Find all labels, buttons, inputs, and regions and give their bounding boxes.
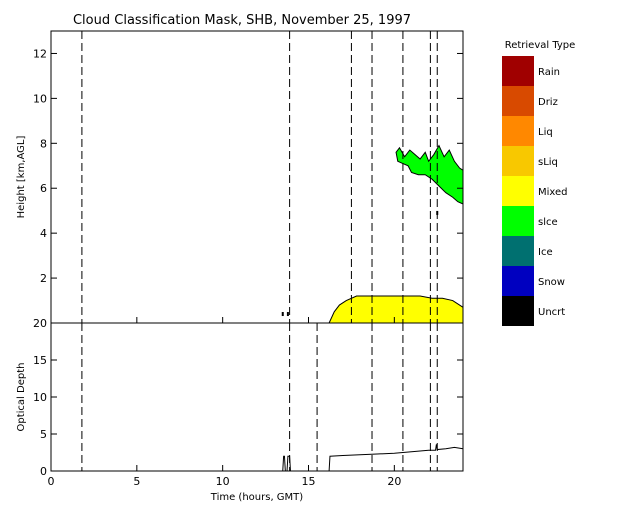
y-tick-label: 10 [33, 92, 47, 105]
y-tick-label: 2 [40, 272, 47, 285]
legend-label: Mixed [538, 187, 568, 198]
mixed-region [328, 295, 464, 324]
x-axis-label: Time (hours, GMT) [210, 492, 304, 503]
legend-swatch [502, 116, 534, 146]
y-tick-label: 8 [40, 137, 47, 150]
optical-depth-panel: 0 5 10 15 20 0 5 10 15 20 Optical Depth Time (hou… [16, 317, 464, 503]
y-tick-label: 20 [33, 317, 47, 330]
legend-label: sLiq [538, 157, 558, 168]
legend: Retrieval Type Rain Driz Liq sLiq Mixed slce I… [502, 40, 575, 326]
x-tick-label: 0 [48, 475, 55, 488]
y-tick-label: 12 [33, 47, 47, 60]
legend-swatch [502, 146, 534, 176]
legend-label: Liq [538, 127, 553, 138]
legend-label: Rain [538, 67, 560, 78]
uncertain-patch [286, 312, 289, 317]
legend-swatch [502, 296, 534, 326]
uncertain-patch [281, 312, 284, 317]
legend-label: Snow [538, 277, 565, 288]
legend-swatch [502, 236, 534, 266]
classification-panel: 2 4 6 8 10 12 Height [km,AGL] [16, 30, 464, 324]
legend-swatch [502, 266, 534, 296]
legend-swatch [502, 86, 534, 116]
x-tick-label: 5 [133, 475, 140, 488]
y-tick-label: 4 [40, 227, 47, 240]
bottom-y-axis-label: Optical Depth [16, 363, 27, 432]
classification-frame [50, 30, 464, 324]
y-tick-label: 15 [33, 354, 47, 367]
legend-label: Ice [538, 247, 553, 258]
optical-depth-line [282, 444, 464, 472]
chart-title: Cloud Classification Mask, SHB, November… [73, 13, 411, 28]
top-y-axis-label: Height [km,AGL] [16, 136, 27, 219]
y-tick-label: 0 [40, 465, 47, 478]
y-tick-label: 10 [33, 391, 47, 404]
y-tick-label: 5 [40, 428, 47, 441]
x-tick-label: 15 [302, 475, 316, 488]
legend-title: Retrieval Type [505, 40, 576, 51]
legend-swatch [502, 206, 534, 236]
slce-region [395, 144, 464, 205]
x-tick-label: 20 [387, 475, 401, 488]
optical-depth-frame [50, 322, 464, 472]
y-tick-label: 6 [40, 182, 47, 195]
legend-label: slce [538, 217, 558, 228]
x-tick-label: 10 [216, 475, 230, 488]
legend-label: Driz [538, 97, 558, 108]
legend-swatch [502, 56, 534, 86]
legend-swatch [502, 176, 534, 206]
legend-label: Uncrt [538, 307, 565, 318]
